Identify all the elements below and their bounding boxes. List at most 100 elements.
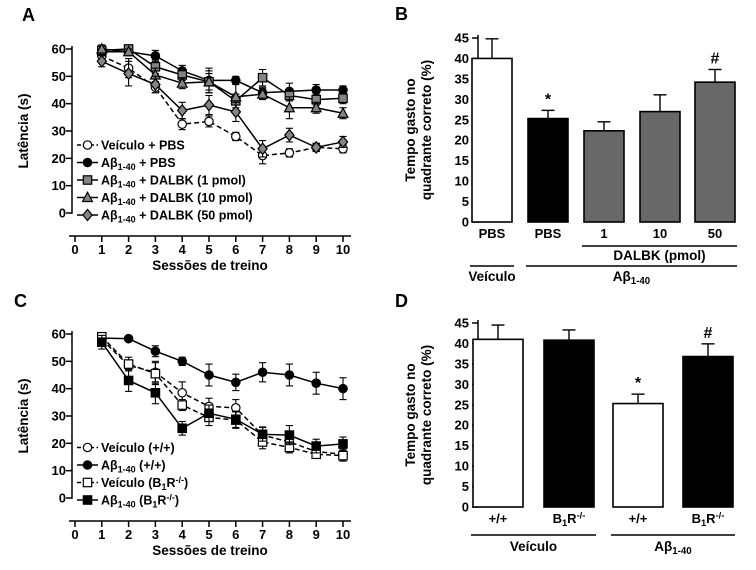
panel-d-letter: D [395,291,408,311]
bar-rect [471,57,513,223]
circle-marker [150,346,161,357]
triangle-marker [229,90,242,102]
diamond-marker [310,140,322,154]
triangle-marker [310,101,323,113]
bar-rect [612,402,664,508]
x-tick-label: 8 [286,527,293,542]
circle-marker [177,387,187,398]
x-tick-label: 4 [179,242,187,257]
y-tick-label: 30 [52,124,66,139]
y-tick-label: 60 [52,327,66,342]
diamond-marker [284,128,295,142]
panel-a-chart: 0 10 20 30 40 50 60 0 1 2 3 4 5 6 7 8 9 10 Sessões de trei… [16,42,351,273]
x-tick-label: 7 [259,242,266,257]
group-label: Aβ1-40 [654,539,691,557]
series-3 [95,42,349,120]
significance-marker: # [704,325,713,342]
axes [66,46,351,242]
square-marker [177,423,187,434]
y-axis-title: quadrante correto (%) [419,60,434,200]
bar-label: 10 [653,226,667,241]
axis-labels: 0 10 20 30 40 50 60 0 1 2 3 4 5 6 7 8 9 10 Sessões de trei… [16,42,350,273]
y-tick-label: 0 [59,206,66,221]
circle-marker [204,116,214,127]
circle-marker [82,442,93,453]
x-tick-label: 2 [125,527,132,542]
bar-label: 50 [708,226,722,241]
circle-marker [123,333,134,344]
circle-marker [284,148,295,158]
bar-rect [639,110,681,223]
y-tick-label: 20 [455,418,469,433]
circle-marker [82,157,93,168]
y-tick-label: 10 [455,174,469,189]
bar-label: B1R-/- [692,510,725,529]
series-line [101,48,344,102]
square-marker [123,359,134,369]
y-tick-label: 20 [455,133,469,148]
x-axis-title: Sessões de treino [152,258,268,273]
bar-label: +/+ [489,511,508,526]
legend-label: Aβ1-40 (B1R-/-) [101,492,179,509]
square-marker [257,72,268,83]
bar-2: 1 [583,121,625,241]
square-marker [177,400,187,410]
bar-label: +/+ [629,511,648,526]
axis-labels: 0 10 20 30 40 50 60 0 1 2 3 4 5 6 7 8 9 10 Sessões de trei… [16,327,350,558]
square-marker [123,375,134,386]
legend-item: Aβ1-40 + DALBK (10 pmol) [77,191,253,207]
y-tick-label: 0 [462,215,469,230]
square-marker [82,175,93,185]
y-tick-label: 35 [455,356,469,371]
legend-item: Aβ1-40 (+/+) [77,459,166,475]
triangle-marker [176,76,189,88]
y-tick-label: 40 [455,336,469,351]
y-tick-label: 45 [455,315,469,330]
x-tick-label: 1 [98,527,105,542]
panel-d-chart: 0 5 10 15 20 25 30 35 40 45 Tempo gasto no quadrant… [403,315,735,557]
triangle-marker [256,87,269,99]
square-marker [284,430,295,440]
legend-label: Veículo (B1R-/-) [101,475,188,492]
y-tick-label: 30 [52,409,66,424]
x-tick-label: 3 [152,242,159,257]
group-label: Veículo [468,269,515,284]
panel-c-letter: C [14,291,27,311]
bar-3: # B1R-/- [682,325,734,529]
axis-labels: 0 5 10 15 20 25 30 35 40 45 Tempo gasto no quadrant… [403,30,469,229]
group-annotation: DALBK (pmol) [582,245,737,263]
diamond-marker [82,208,93,222]
legend-label: Aβ1-40 + DALBK (50 pmol) [101,209,253,225]
circle-marker [177,119,187,129]
group-annotation: Veículo [468,265,516,284]
x-tick-label: 9 [313,242,320,257]
circle-marker [82,140,93,150]
square-marker [338,439,348,449]
y-axis-title: Tempo gasto no [403,78,418,181]
square-marker [338,93,348,104]
y-tick-label: 15 [455,438,469,453]
legend-item: Aβ1-40 + DALBK (1 pmol) [77,174,246,190]
circle-marker [257,367,268,378]
x-tick-label: 5 [205,242,212,257]
bar-label: 1 [600,226,607,241]
y-tick-label: 30 [455,92,469,107]
circle-marker [231,131,241,142]
y-tick-label: 25 [455,397,469,412]
series-line [101,60,344,150]
panel-c-chart: 0 10 20 30 40 50 60 0 1 2 3 4 5 6 7 8 9 10 Sessões de trei… [16,327,351,558]
x-tick-label: 10 [336,527,350,542]
y-tick-label: 50 [52,69,66,84]
x-tick-label: 5 [205,527,212,542]
axes [66,331,351,527]
y-tick-label: 10 [455,459,469,474]
diamond-marker [150,77,161,92]
x-tick-label: 0 [71,242,78,257]
x-tick-label: 4 [179,527,187,542]
circle-marker [150,51,161,61]
bar-label: PBS [479,226,506,241]
circle-marker [204,370,214,380]
bar-label: B1R-/- [553,510,586,529]
square-marker [311,441,321,451]
